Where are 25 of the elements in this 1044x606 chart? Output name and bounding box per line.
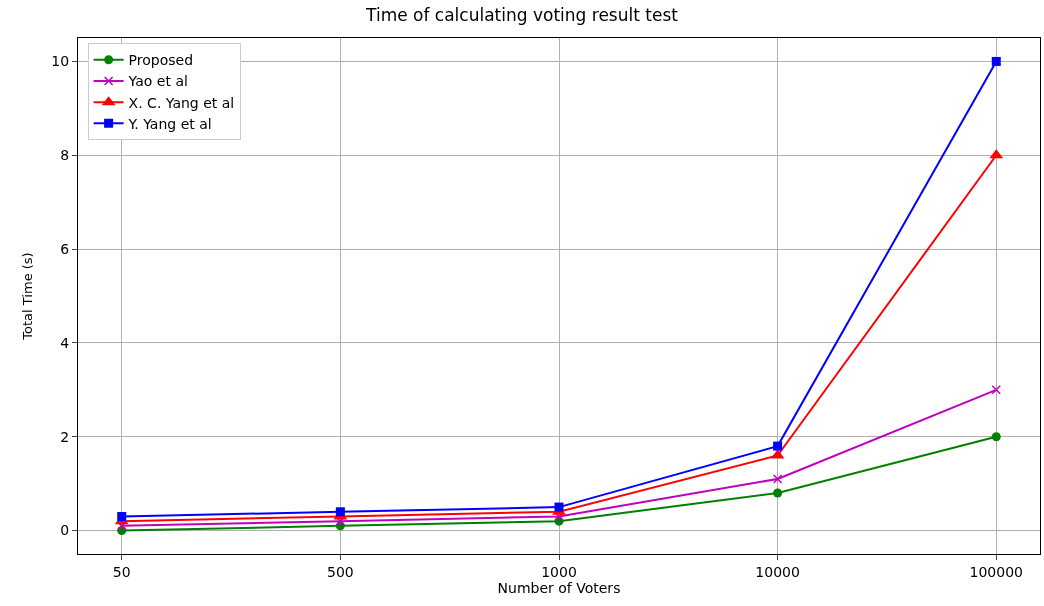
point xyxy=(991,56,1001,66)
y-tick-label: 2 xyxy=(60,428,70,445)
x-tick-label: 50 xyxy=(112,563,131,580)
x-tick-label: 100000 xyxy=(969,563,1023,580)
y-tick-label: 10 xyxy=(51,53,70,70)
x-axis-title: Number of Voters xyxy=(497,580,621,597)
chart-title: Time of calculating voting result test xyxy=(365,4,679,25)
legend-label: Proposed xyxy=(128,52,194,69)
x-tick-label: 10000 xyxy=(755,563,800,580)
point xyxy=(991,385,1002,395)
y-tick-label: 0 xyxy=(60,522,70,539)
x-tick-label: 1000 xyxy=(541,563,577,580)
legend-label: Y. Yang et al xyxy=(127,115,212,132)
point xyxy=(991,432,1001,442)
x-tick-label: 500 xyxy=(326,563,354,580)
point xyxy=(773,441,783,451)
legend-label: Yao et al xyxy=(127,73,188,90)
point xyxy=(117,511,127,521)
legend-label: X. C. Yang et al xyxy=(128,94,235,111)
y-tick-label: 6 xyxy=(60,240,70,257)
y-tick-label: 4 xyxy=(60,334,70,351)
point xyxy=(772,474,783,484)
y-axis-title: Total Time (s) xyxy=(20,252,36,341)
point xyxy=(773,488,783,498)
y-tick-label: 8 xyxy=(60,147,70,164)
